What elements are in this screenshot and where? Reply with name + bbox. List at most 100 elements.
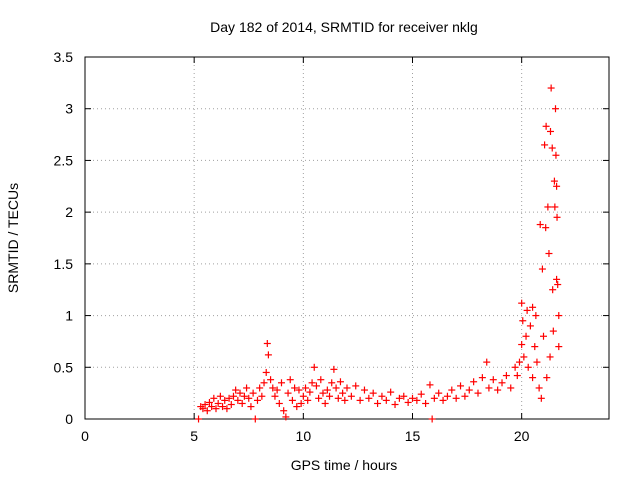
data-point (302, 384, 310, 392)
data-point (494, 386, 502, 394)
data-point (356, 396, 364, 404)
data-point (409, 394, 416, 402)
data-point (541, 141, 549, 149)
data-point (536, 221, 544, 229)
data-point (547, 84, 555, 92)
data-point (245, 394, 253, 402)
data-point (271, 392, 279, 400)
data-points (195, 84, 563, 423)
data-point (315, 394, 323, 402)
data-point (280, 407, 288, 415)
data-point (533, 358, 541, 366)
data-point (262, 368, 270, 376)
data-point (548, 144, 556, 152)
data-point (552, 105, 560, 113)
data-point (347, 392, 355, 400)
data-point (430, 394, 438, 402)
y-tick-label: 1.5 (54, 256, 74, 272)
data-point (291, 384, 299, 392)
data-point (470, 378, 478, 386)
data-point (275, 399, 283, 407)
data-point (304, 396, 312, 404)
data-point (282, 413, 290, 421)
data-point (201, 401, 209, 409)
data-point (546, 127, 554, 135)
x-tick-label: 15 (405, 428, 421, 444)
data-point (365, 394, 373, 402)
data-point (330, 365, 338, 373)
x-tick-label: 0 (81, 428, 89, 444)
data-point (219, 403, 227, 411)
x-tick-label: 5 (190, 428, 198, 444)
data-point (382, 396, 390, 404)
axis-ticks (84, 56, 609, 420)
data-point (520, 353, 528, 361)
data-point (439, 396, 447, 404)
x-tick-label: 10 (296, 428, 312, 444)
data-point (256, 384, 264, 392)
y-tick-label: 0.5 (54, 359, 74, 375)
data-point (529, 303, 537, 311)
data-point (360, 386, 368, 394)
data-point (544, 203, 552, 211)
data-point (485, 384, 493, 392)
chart-title: Day 182 of 2014, SRMTID for receiver nkl… (210, 19, 478, 35)
data-point (212, 405, 220, 413)
data-point (374, 399, 382, 407)
data-point (553, 182, 561, 190)
data-point (284, 389, 292, 397)
data-point (269, 384, 277, 392)
x-axis-label: GPS time / hours (291, 457, 398, 473)
data-point (232, 386, 240, 394)
data-point (532, 312, 540, 320)
data-point (549, 327, 557, 335)
data-point (474, 389, 482, 397)
data-point (545, 250, 553, 258)
data-point (555, 312, 563, 320)
data-point (288, 396, 296, 404)
data-point (542, 122, 550, 130)
data-point (299, 392, 307, 400)
data-point (435, 389, 443, 397)
data-point (234, 396, 242, 404)
data-point (243, 384, 251, 392)
plot-frame (84, 56, 610, 420)
data-point (293, 403, 301, 411)
data-point (225, 394, 233, 402)
data-point (522, 332, 530, 340)
data-point (267, 376, 275, 384)
data-point (378, 392, 386, 400)
data-point (352, 382, 360, 390)
data-point (223, 405, 231, 413)
data-point (317, 376, 325, 384)
data-point (387, 388, 395, 396)
data-point (413, 396, 421, 404)
data-point (258, 392, 266, 400)
data-point (426, 381, 434, 389)
data-point (236, 389, 244, 397)
data-point (263, 339, 271, 347)
data-point (526, 322, 534, 330)
y-tick-label: 3 (65, 101, 73, 117)
data-point (273, 386, 281, 394)
data-point (489, 376, 497, 384)
data-point (553, 213, 561, 221)
data-point (227, 401, 235, 409)
x-tick-label: 20 (514, 428, 530, 444)
data-point (553, 275, 561, 283)
data-point (502, 372, 510, 380)
data-point (328, 379, 336, 387)
data-point (297, 399, 305, 407)
data-point (238, 399, 246, 407)
data-point (253, 396, 261, 404)
data-point (286, 376, 294, 384)
data-point (448, 386, 456, 394)
data-point (323, 386, 331, 394)
data-point (529, 374, 537, 382)
y-tick-labels: 0 0.5 1 1.5 2 2.5 3 3.5 (54, 49, 74, 427)
data-point (400, 392, 408, 400)
x-tick-labels: 0 5 10 15 20 (81, 428, 530, 444)
data-point (417, 390, 425, 398)
y-tick-label: 2 (65, 204, 73, 220)
